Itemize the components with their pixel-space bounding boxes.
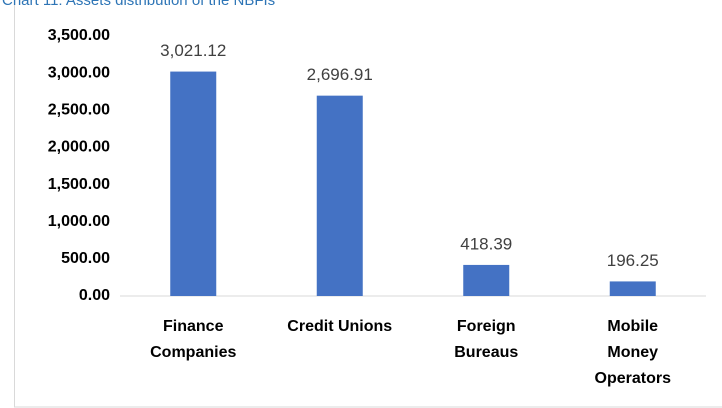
x-tick-label: Finance Companies bbox=[150, 318, 237, 361]
y-tick-label: 3,000.00 bbox=[48, 64, 110, 81]
y-tick-label: 2,000.00 bbox=[48, 139, 110, 156]
y-tick-label: 1,500.00 bbox=[48, 176, 110, 193]
x-tick-label: Credit Unions bbox=[287, 318, 393, 335]
y-tick-label: 3,500.00 bbox=[48, 27, 110, 44]
bar bbox=[170, 71, 217, 296]
value-label: 3,021.12 bbox=[160, 41, 226, 60]
bar bbox=[316, 95, 363, 296]
value-label: 2,696.91 bbox=[307, 65, 373, 84]
x-tick-label: Mobile Money Operators bbox=[594, 318, 671, 387]
value-label: 196.25 bbox=[607, 251, 659, 270]
chart-border bbox=[14, 0, 722, 408]
y-tick-label: 1,000.00 bbox=[48, 213, 110, 230]
value-label: 418.39 bbox=[460, 234, 512, 253]
bar bbox=[463, 264, 510, 296]
y-tick-label: 500.00 bbox=[61, 250, 110, 267]
y-tick-label: 2,500.00 bbox=[48, 102, 110, 119]
x-tick-label: Foreign Bureaus bbox=[454, 318, 519, 361]
y-tick-label: 0.00 bbox=[79, 287, 110, 304]
chart-title: Chart 11: Assets distribution of the NBF… bbox=[2, 0, 275, 9]
bar bbox=[609, 281, 656, 296]
